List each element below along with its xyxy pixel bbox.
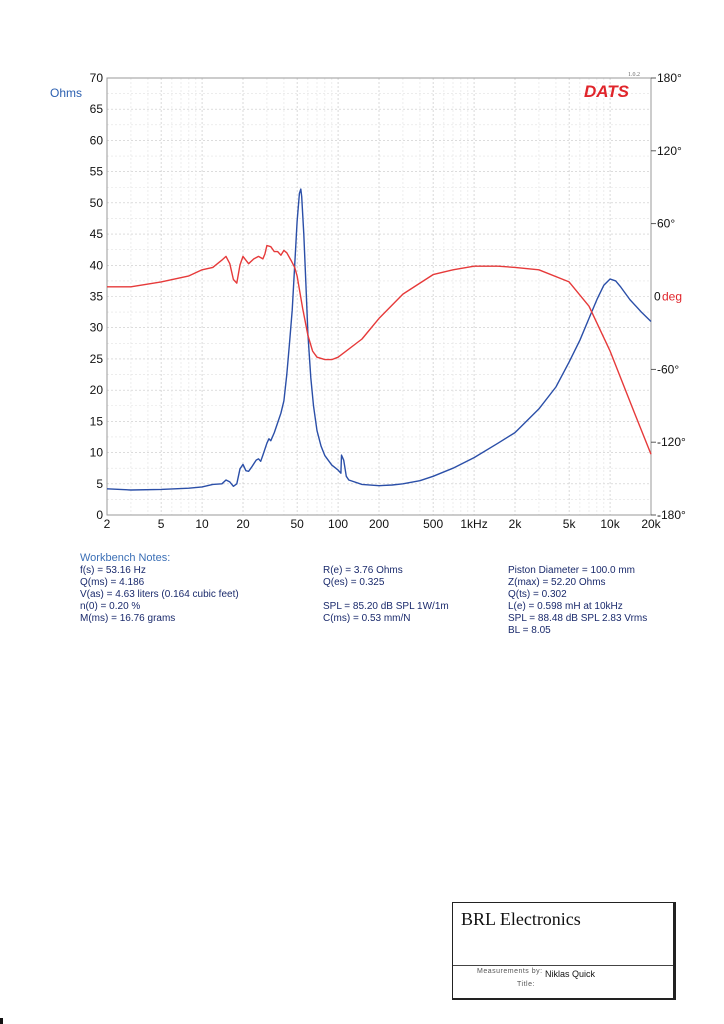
dats-logo: DATS bbox=[584, 82, 630, 101]
company-name: BRL Electronics bbox=[461, 909, 581, 929]
notes-line bbox=[323, 589, 449, 601]
x-tick-label: 20k bbox=[641, 517, 661, 531]
title-block: BRL Electronics Measurements by: Niklas … bbox=[452, 902, 676, 1000]
y2-axis-ticks: 180° 120° 60° 0 deg -60° -120° -180° bbox=[651, 71, 686, 522]
grid-lines bbox=[107, 78, 651, 515]
notes-column-2: R(e) = 3.76 Ohms Q(es) = 0.325 SPL = 85.2… bbox=[323, 565, 449, 625]
impedance-series-line bbox=[106, 188, 652, 491]
x-tick-label: 2k bbox=[509, 517, 523, 531]
y2-tick-label: -60° bbox=[657, 362, 679, 376]
series-group bbox=[106, 188, 652, 491]
y2-tick-label: 120° bbox=[657, 144, 682, 158]
x-tick-label: 1kHz bbox=[460, 517, 487, 531]
x-tick-label: 20 bbox=[236, 517, 250, 531]
title-label: Title: bbox=[517, 981, 535, 988]
x-tick-label: 500 bbox=[423, 517, 443, 531]
title-block-divider bbox=[453, 965, 673, 966]
notes-line: C(ms) = 0.53 mm/N bbox=[323, 613, 411, 624]
y-tick-label: 40 bbox=[90, 258, 104, 272]
notes-line: V(as) = 4.63 liters (0.164 cubic feet) bbox=[80, 589, 239, 600]
plot-frame bbox=[106, 77, 652, 516]
notes-line: BL = 8.05 bbox=[508, 625, 551, 636]
workbench-notes-title: Workbench Notes: bbox=[80, 552, 171, 564]
y-axis-label: Ohms bbox=[50, 86, 82, 100]
notes-line: L(e) = 0.598 mH at 10kHz bbox=[508, 601, 623, 612]
scan-mark bbox=[0, 1018, 3, 1024]
notes-line: Piston Diameter = 100.0 mm bbox=[508, 565, 635, 576]
notes-line: M(ms) = 16.76 grams bbox=[80, 613, 176, 624]
notes-line: Q(ms) = 4.186 bbox=[80, 577, 145, 588]
y-tick-label: 20 bbox=[90, 383, 104, 397]
y2-tick-label: 180° bbox=[657, 71, 682, 85]
notes-line: Q(ts) = 0.302 bbox=[508, 589, 567, 600]
x-tick-label: 5k bbox=[563, 517, 577, 531]
x-tick-label: 100 bbox=[328, 517, 348, 531]
notes-line: R(e) = 3.76 Ohms bbox=[323, 565, 403, 576]
x-axis-ticks: 2 5 10 20 50 100 200 500 1kHz 2k 5k 10k 20k bbox=[104, 517, 662, 531]
x-tick-label: 10 bbox=[195, 517, 209, 531]
notes-column-1: f(s) = 53.16 Hz Q(ms) = 4.186 V(as) = 4.63… bbox=[80, 565, 239, 625]
y-tick-label: 55 bbox=[90, 165, 104, 179]
phase-series-line bbox=[107, 244, 652, 455]
y-tick-label: 10 bbox=[90, 446, 104, 460]
y2-tick-label: -120° bbox=[657, 435, 686, 449]
y2-tick-label: -180° bbox=[657, 508, 686, 522]
y-tick-label: 45 bbox=[90, 227, 104, 241]
notes-line: Q(es) = 0.325 bbox=[323, 577, 385, 588]
y-axis-ticks: 0 5 10 15 20 25 30 35 40 45 50 55 60 65 70 bbox=[90, 71, 104, 522]
measurements-value: Niklas Quick bbox=[545, 969, 596, 979]
version-text: 1.0.2 bbox=[628, 72, 640, 78]
notes-line: f(s) = 53.16 Hz bbox=[80, 565, 146, 576]
y-tick-label: 0 bbox=[96, 508, 103, 522]
x-tick-label: 200 bbox=[369, 517, 389, 531]
x-tick-label: 50 bbox=[290, 517, 304, 531]
notes-line: Z(max) = 52.20 Ohms bbox=[508, 577, 606, 588]
y2-zero-label: 0 bbox=[654, 290, 661, 304]
notes-column-3: Piston Diameter = 100.0 mm Z(max) = 52.20… bbox=[508, 565, 647, 637]
y-tick-label: 15 bbox=[90, 414, 104, 428]
measurements-label: Measurements by: bbox=[477, 968, 543, 975]
y-tick-label: 30 bbox=[90, 321, 104, 335]
x-tick-label: 5 bbox=[158, 517, 165, 531]
y-tick-label: 60 bbox=[90, 133, 104, 147]
y-tick-label: 35 bbox=[90, 290, 104, 304]
x-tick-label: 2 bbox=[104, 517, 111, 531]
notes-line: SPL = 88.48 dB SPL 2.83 Vrms bbox=[508, 613, 648, 624]
y-tick-label: 5 bbox=[96, 477, 103, 491]
y-tick-label: 70 bbox=[90, 71, 104, 85]
notes-line: n(0) = 0.20 % bbox=[80, 601, 141, 612]
notes-line: SPL = 85.20 dB SPL 1W/1m bbox=[323, 601, 449, 612]
y2-tick-label: deg bbox=[662, 290, 682, 304]
y2-tick-label: 60° bbox=[657, 217, 675, 231]
x-tick-label: 10k bbox=[600, 517, 620, 531]
y-tick-label: 50 bbox=[90, 196, 104, 210]
y-tick-label: 25 bbox=[90, 352, 104, 366]
y-tick-label: 65 bbox=[90, 102, 104, 116]
